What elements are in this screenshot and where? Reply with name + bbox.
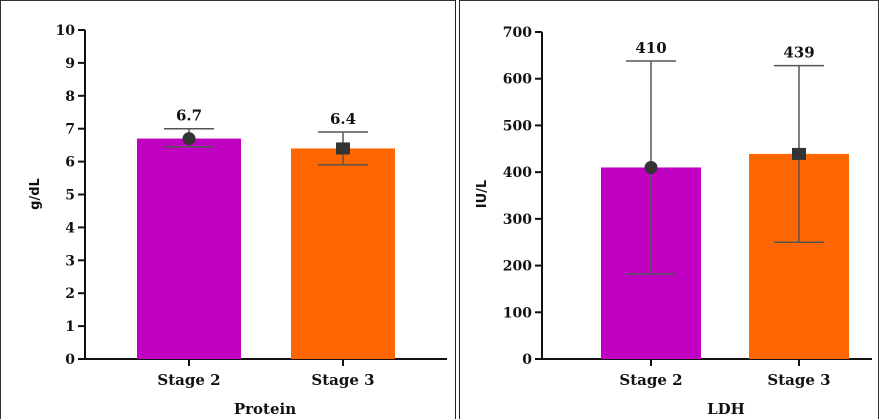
y-tick-label: 0 [522, 352, 532, 368]
y-tick-label: 1 [65, 319, 75, 335]
y-tick-label: 4 [65, 220, 75, 236]
y-tick-label: 600 [503, 72, 532, 88]
y-tick-label: 3 [65, 253, 75, 269]
y-tick-label: 2 [65, 286, 75, 302]
mean-marker-circle [182, 132, 196, 146]
x-category-label: Stage 2 [157, 371, 220, 389]
y-tick-label: 10 [56, 23, 76, 39]
bar-stage-3 [291, 148, 395, 359]
data-label: 6.4 [330, 110, 356, 128]
panel-divider [455, 0, 460, 419]
bar-stage-2 [137, 138, 241, 359]
protein-chart-panel: 0 1 2 3 4 5 6 7 8 9 10 g/dL 6.7 Stage 2 6.4 Stage 3 Prot… [0, 0, 456, 419]
data-label: 6.7 [176, 107, 202, 125]
y-tick-label: 200 [503, 259, 532, 275]
ldh-chart: 0 100 200 300 400 500 600 700 IU/L 410 Stage 2 439 S… [475, 25, 872, 418]
x-category-label: Stage 3 [767, 371, 830, 389]
x-axis-title: Protein [234, 400, 296, 418]
y-tick-label: 5 [65, 188, 75, 204]
ldh-chart-panel: 0 100 200 300 400 500 600 700 IU/L 410 Stage 2 439 S… [460, 0, 879, 419]
y-tick-label: 6 [65, 155, 75, 171]
y-tick-label: 7 [65, 122, 75, 138]
y-tick-label: 0 [65, 352, 75, 368]
x-axis-title: LDH [707, 400, 745, 418]
protein-chart: 0 1 2 3 4 5 6 7 8 9 10 g/dL 6.7 Stage 2 6.4 Stage 3 Prot… [28, 23, 447, 418]
data-label: 410 [635, 39, 666, 57]
y-tick-label: 300 [503, 212, 532, 228]
y-tick-label: 500 [503, 118, 532, 134]
x-category-label: Stage 3 [311, 371, 374, 389]
data-label: 439 [783, 44, 814, 62]
mean-marker-circle [644, 160, 658, 174]
y-tick-label: 8 [65, 89, 75, 105]
y-axis-label: g/dL [28, 178, 43, 210]
y-tick-label: 700 [503, 25, 532, 41]
mean-marker-square [336, 142, 350, 155]
y-tick-label: 9 [65, 56, 75, 72]
y-tick-label: 400 [503, 165, 532, 181]
x-category-label: Stage 2 [619, 371, 682, 389]
y-tick-label: 100 [503, 305, 532, 321]
mean-marker-square [792, 147, 806, 160]
y-axis-label: IU/L [475, 180, 490, 208]
